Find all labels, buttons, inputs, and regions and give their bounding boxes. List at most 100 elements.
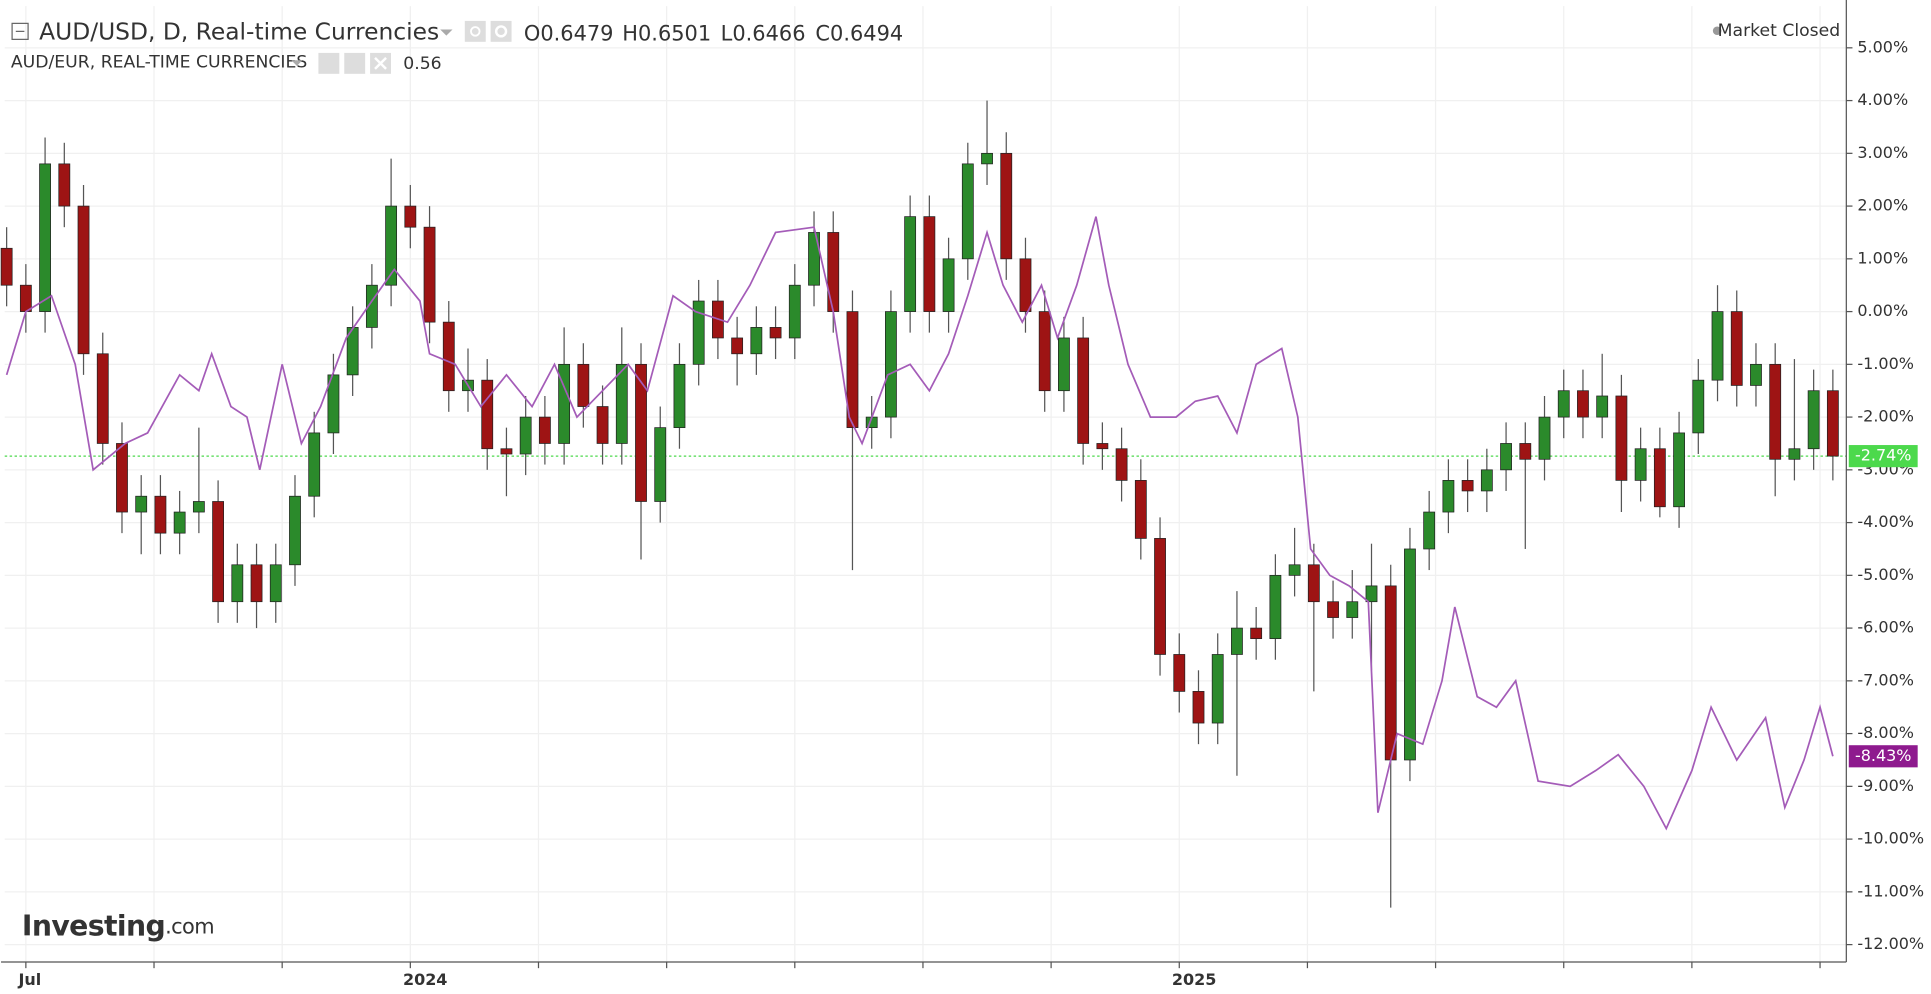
candle-body <box>404 205 417 228</box>
eye-icon-glyph <box>470 26 481 37</box>
candle-body <box>1154 538 1166 655</box>
candle-body <box>1346 601 1359 618</box>
candle-body <box>635 363 647 502</box>
y-tick-label: 5.00% <box>1857 37 1908 56</box>
compare-settings-icon[interactable] <box>344 52 366 74</box>
candle-body <box>1231 627 1243 655</box>
candle-body <box>1384 585 1397 761</box>
candle-body <box>1173 654 1186 692</box>
candle-body <box>673 363 686 429</box>
candle-body <box>1096 443 1109 450</box>
candle-body <box>1480 469 1493 492</box>
candle-body <box>365 284 378 328</box>
compare-remove-glyph <box>374 56 387 70</box>
y-tick-label: -8.00% <box>1857 723 1914 742</box>
y-tick-label: -7.00% <box>1857 670 1914 689</box>
candle-body <box>173 511 186 534</box>
candle-body <box>1538 416 1551 460</box>
ohlc-key: L <box>721 21 733 45</box>
candle-body <box>385 205 398 286</box>
chart-title: AUD/USD, D, Real-time Currencies <box>39 18 439 46</box>
collapse-icon[interactable] <box>11 22 29 40</box>
candle-body <box>1038 311 1051 392</box>
compare-value: 0.56 <box>403 54 441 74</box>
logo-suffix: .com <box>165 915 214 939</box>
candle-body <box>1288 564 1301 576</box>
candle-body <box>1404 548 1416 761</box>
candle-body <box>904 216 917 312</box>
ohlc-item: L0.6466 <box>721 21 806 45</box>
candle-body <box>692 300 705 365</box>
candle-body <box>192 501 205 513</box>
candle-body <box>39 163 51 312</box>
candle-body <box>923 216 936 312</box>
candle-body <box>788 284 801 339</box>
candle-body <box>942 258 955 312</box>
compare-eye-icon[interactable] <box>318 52 340 74</box>
candle-body <box>1365 585 1378 603</box>
y-tick-label: 0.00% <box>1857 301 1908 320</box>
candle-body <box>1115 448 1128 481</box>
candle-body <box>1750 363 1762 386</box>
x-tick-label: 2025 <box>1172 970 1217 989</box>
candle-body <box>289 495 301 566</box>
candle-body <box>1058 337 1070 392</box>
candle-body <box>1327 601 1339 618</box>
candle-body <box>1307 564 1320 603</box>
y-tick-label: -2.00% <box>1857 407 1914 426</box>
logo-brand: Investing <box>22 910 165 943</box>
eye-icon[interactable] <box>464 20 486 42</box>
candle-body <box>654 427 667 502</box>
candle-body <box>96 353 109 444</box>
candle-body <box>615 363 628 444</box>
candle-body <box>1442 480 1455 513</box>
market-status: Market Closed <box>1718 21 1841 41</box>
logo: Investing.com <box>22 910 214 943</box>
candle-body <box>1461 480 1474 492</box>
status-dot <box>1712 26 1722 36</box>
candle-body <box>1826 390 1839 457</box>
ohlc-value: 0.6501 <box>638 21 711 45</box>
candle-body <box>769 327 782 339</box>
settings-icon[interactable] <box>490 20 512 42</box>
ohlc-item: C0.6494 <box>815 21 903 45</box>
candle-body <box>269 564 282 603</box>
candle-body <box>1692 379 1705 434</box>
plot <box>0 100 1847 908</box>
candle-body <box>1730 311 1743 386</box>
candle-body <box>731 337 744 355</box>
candle-body <box>1769 363 1782 460</box>
ohlc-item: O0.6479 <box>524 21 614 45</box>
candle-body <box>0 247 13 286</box>
title-dropdown[interactable] <box>440 29 453 36</box>
candle-body <box>1250 627 1263 640</box>
candle-body <box>250 564 263 603</box>
candle-body <box>1519 443 1532 460</box>
candle-body <box>1653 448 1666 508</box>
candle-body <box>846 311 859 429</box>
settings-icon-glyph <box>494 25 508 38</box>
candle-body <box>827 232 840 312</box>
candle-body <box>1000 152 1013 260</box>
compare-dropdown[interactable] <box>291 60 303 66</box>
compare-line <box>5 216 1834 831</box>
x-tick-label: 2024 <box>403 970 447 989</box>
ohlc-key: H <box>622 21 638 45</box>
candle-body <box>1500 443 1512 471</box>
ohlc-value: 0.6494 <box>830 21 903 45</box>
candle-body <box>500 448 513 455</box>
y-tick-label: -4.00% <box>1857 512 1914 531</box>
candle-body <box>1788 448 1801 460</box>
candle-body <box>538 416 551 444</box>
y-tick-label: 4.00% <box>1857 90 1908 109</box>
candle-body <box>231 564 244 603</box>
x-tick-label: Jul <box>17 970 41 989</box>
ohlc-header: O0.6479 H0.6501 L0.6466 C0.6494 <box>524 21 903 45</box>
candle-body <box>1807 390 1820 450</box>
y-tick-label: -11.00% <box>1857 881 1924 900</box>
candle-body <box>154 495 167 534</box>
ohlc-key: O <box>524 21 540 45</box>
y-tick-label: 2.00% <box>1857 196 1908 215</box>
ohlc-key: C <box>815 21 830 45</box>
